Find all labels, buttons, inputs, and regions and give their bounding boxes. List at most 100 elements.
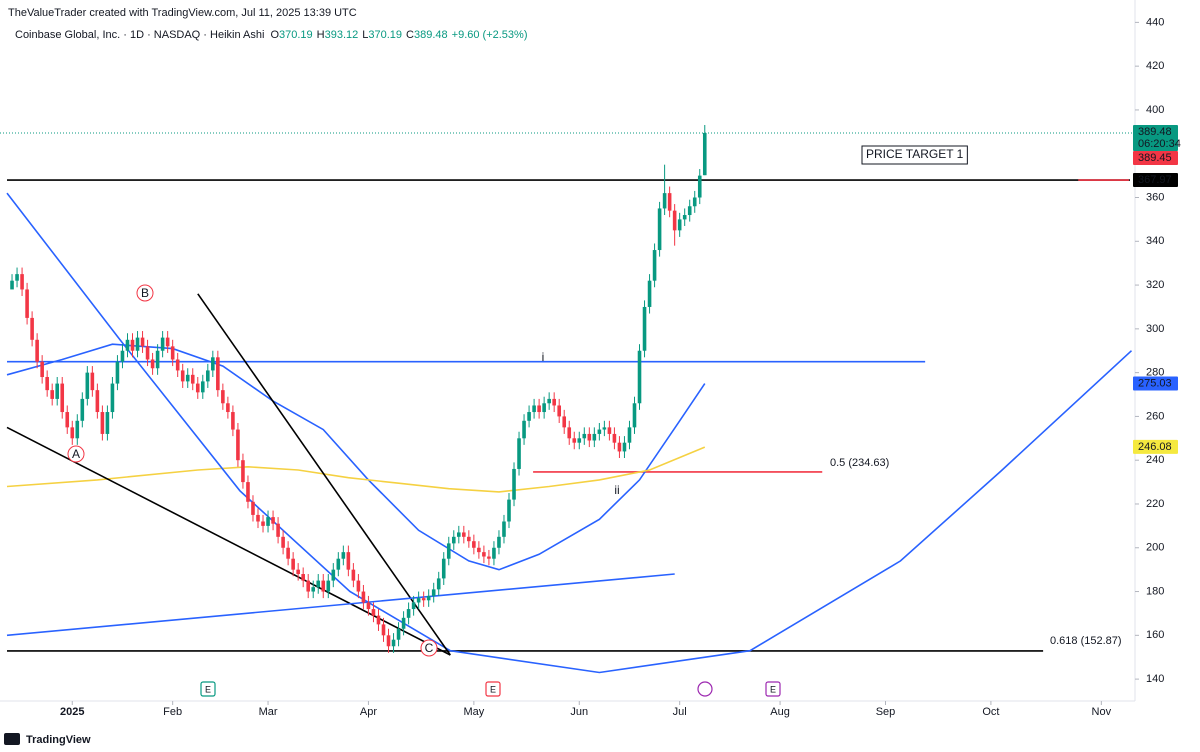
candle-body [175,359,180,371]
event-icon-other [697,681,713,697]
candle-body [527,412,531,421]
candle-body [155,350,160,369]
candle-body [85,372,90,399]
candle-body [632,403,637,428]
legend-key: H [317,29,325,41]
candle-body [170,346,175,360]
candle-body [597,429,602,434]
candle-body [120,350,125,362]
y-tick-label: 400 [1146,104,1164,116]
x-tick-label: Jun [570,706,588,718]
y-tick-label: 160 [1146,629,1164,641]
wave-label: C [425,641,434,655]
candle-body [221,390,225,404]
candle-body [477,547,481,553]
candle-body [75,420,80,439]
candle-body [436,578,441,590]
candle-body [472,541,476,548]
candle-body [145,346,150,360]
x-tick-label: Feb [163,706,182,718]
candle-body [216,357,220,391]
candle-body [647,280,652,307]
candle-body [110,383,115,413]
candle-body [587,433,592,441]
legend-key: C [406,29,414,41]
y-tick-label: 200 [1146,542,1164,554]
candle-body [622,442,627,452]
price-tag [1133,439,1178,454]
candle-body [180,370,185,382]
event-label: E [205,684,211,694]
candle-body [321,580,326,592]
y-tick-label: 360 [1146,191,1164,203]
candle-body [135,337,140,351]
price-tag-sub: 06:20:34 [1138,138,1181,150]
y-tick-label: 140 [1146,673,1164,685]
candle-body [692,197,697,207]
candle-body [95,390,100,413]
candle-body [517,438,521,469]
annotation-box [861,145,968,165]
event-icon [765,681,781,697]
candle-body [677,219,682,231]
wave-circle [67,445,85,463]
candle-body [30,317,34,340]
candle-body [291,558,295,570]
candle-body [607,427,612,434]
x-tick-label: Aug [770,706,790,718]
candle-body [105,412,110,434]
candle-body [190,374,195,384]
candle-body [346,552,351,570]
candle-body [532,405,536,413]
price-tag [1133,124,1178,151]
candle-body [50,390,54,399]
candle-body [451,536,456,544]
wave-circle [136,284,154,302]
x-tick-label: Jul [673,706,687,718]
candle-body [467,536,471,542]
candle-body [296,569,300,575]
candle-body [231,412,235,430]
event-label: E [770,684,776,694]
y-tick-label: 180 [1146,585,1164,597]
candle-body [557,405,561,417]
candle-body [376,615,381,625]
candle-body [351,569,356,581]
candle-body [366,602,371,610]
candle-body [211,357,215,371]
event-label: E [490,684,496,694]
y-tick-label: 340 [1146,235,1164,247]
candle-body [130,339,135,351]
legend-symbol: Coinbase Global, Inc. · 1D · NASDAQ · He… [15,29,264,41]
candle-body [687,206,692,216]
candle-body [331,569,336,581]
candle-body [251,501,255,515]
candle-body [261,521,265,526]
candle-body [582,433,587,439]
candle-body [256,514,260,522]
candle-body [502,521,506,537]
candle-body [702,132,707,176]
legend-value: 393.12 [325,29,359,41]
candle-body [301,574,305,581]
candle-body [286,547,290,559]
candle-body [206,370,210,382]
header: TheValueTrader created with TradingView.… [8,7,357,19]
legend-value: 370.19 [279,29,313,41]
y-tick-label: 300 [1146,323,1164,335]
x-tick-label: Nov [1092,706,1112,718]
wave-label: B [141,286,149,300]
candle-body [10,280,14,290]
overlay-line [6,573,675,637]
candle-body [627,427,632,443]
annotation: 0.5 (234.63) [830,457,889,469]
candle-body [577,438,582,443]
candle-body [276,523,280,537]
candle-body [617,442,622,452]
candle-body [160,337,165,351]
candle-body [682,215,687,220]
candle-body [266,517,270,526]
candle-body [497,536,501,548]
